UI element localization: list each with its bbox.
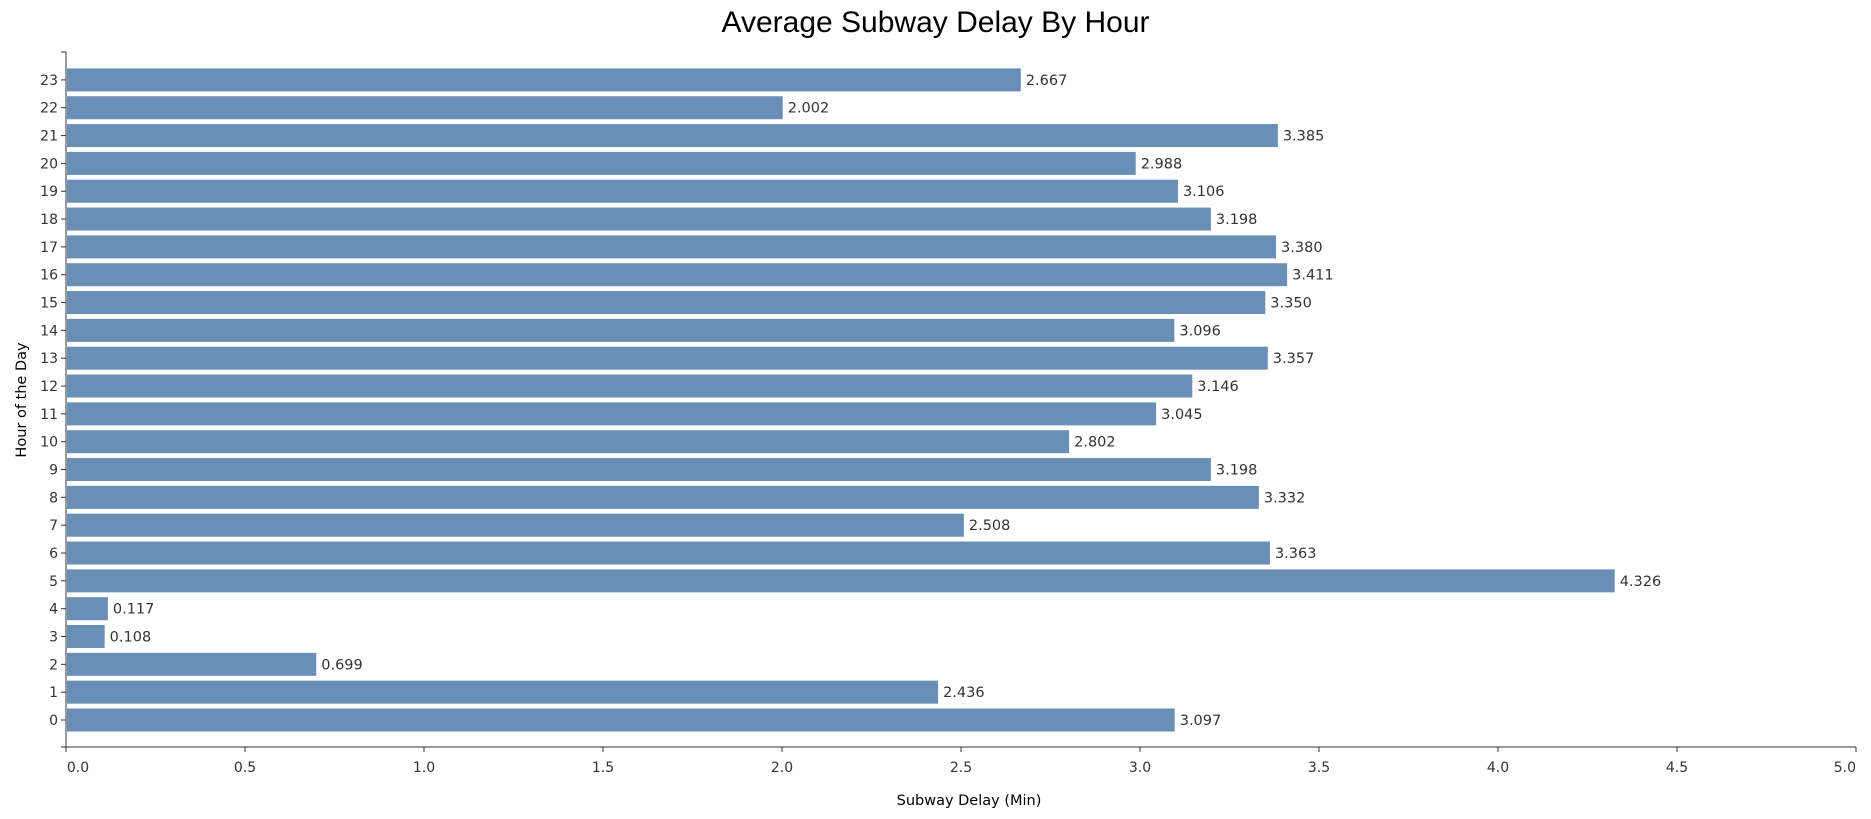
data-label-hour-1: 2.436 [943,685,985,701]
y-tick-label-5: 5 [49,574,58,590]
x-tick-label-4.5: 4.5 [1666,760,1688,776]
data-label-hour-6: 3.363 [1275,546,1317,562]
bar-hour-2 [67,652,317,676]
data-label-hour-2: 0.699 [321,657,363,673]
bar-hour-15 [67,291,1266,315]
bar-hour-23 [67,68,1021,92]
data-label-hour-17: 3.380 [1281,240,1323,256]
data-label-hour-11: 3.045 [1161,407,1203,423]
data-label-hour-15: 3.350 [1270,296,1312,312]
data-label-hour-16: 3.411 [1292,268,1334,284]
y-tick-label-16: 16 [40,268,58,284]
bar-hour-12 [67,374,1193,398]
x-tick-label-1.0: 1.0 [413,760,435,776]
y-tick-label-18: 18 [40,212,58,228]
x-tick-label-2.0: 2.0 [771,760,793,776]
y-tick-label-15: 15 [40,296,58,312]
y-tick-label-7: 7 [49,518,58,534]
y-tick-label-12: 12 [40,379,58,395]
x-tick-label-1.5: 1.5 [592,760,614,776]
data-label-hour-21: 3.385 [1283,129,1325,145]
y-tick-label-23: 23 [40,73,58,89]
data-label-hour-19: 3.106 [1183,184,1225,200]
data-labels-group: 3.097 2.436 0.699 0.108 0.117 4.326 3.363 2.508… [110,73,1662,729]
data-label-hour-5: 4.326 [1620,574,1662,590]
data-label-hour-3: 0.108 [110,630,152,646]
data-label-hour-23: 2.667 [1026,73,1068,89]
y-tick-label-19: 19 [40,184,58,200]
bar-hour-22 [67,96,783,120]
y-tick-label-21: 21 [40,129,58,145]
bar-hour-10 [67,430,1070,454]
data-label-hour-20: 2.988 [1141,156,1183,172]
y-tick-label-8: 8 [49,490,58,506]
y-tick-label-3: 3 [49,630,58,646]
bar-hour-13 [67,346,1268,370]
data-label-hour-22: 2.002 [788,101,830,117]
y-tick-label-9: 9 [49,463,58,479]
data-label-hour-12: 3.146 [1197,379,1239,395]
x-axis: 0.0 0.5 1.0 1.5 2.0 2.5 3.0 3.5 4.0 4.5 5.0 [65,746,1857,776]
x-tick-label-0.5: 0.5 [234,760,256,776]
x-axis-title: Subway Delay (Min) [897,793,1042,809]
bar-hour-9 [67,458,1211,482]
data-label-hour-9: 3.198 [1216,463,1258,479]
bar-hour-0 [67,708,1175,732]
y-tick-label-22: 22 [40,101,58,117]
data-label-hour-7: 2.508 [969,518,1011,534]
x-tick-label-2.5: 2.5 [950,760,972,776]
y-tick-label-17: 17 [40,240,58,256]
y-axis-title: Hour of the Day [14,342,30,458]
data-label-hour-13: 3.357 [1273,351,1315,367]
bar-hour-21 [67,124,1278,148]
chart-title: Average Subway Delay By Hour [721,6,1150,39]
bar-hour-11 [67,402,1157,426]
bars-group [67,68,1615,732]
y-tick-label-11: 11 [40,407,58,423]
bar-hour-7 [67,513,964,537]
bar-hour-6 [67,541,1270,565]
y-tick-label-6: 6 [49,546,58,562]
data-label-hour-4: 0.117 [113,602,155,618]
bar-hour-5 [67,569,1615,593]
data-label-hour-14: 3.096 [1179,323,1221,339]
bar-hour-1 [67,680,939,704]
bar-hour-8 [67,485,1259,509]
x-tick-label-0.0: 0.0 [67,760,89,776]
y-tick-label-10: 10 [40,435,58,451]
bar-hour-20 [67,151,1136,175]
data-label-hour-18: 3.198 [1216,212,1258,228]
x-tick-label-4.0: 4.0 [1487,760,1509,776]
bar-hour-17 [67,235,1277,259]
x-tick-label-5.0: 5.0 [1834,760,1856,776]
y-tick-label-1: 1 [49,685,58,701]
y-tick-label-4: 4 [49,602,58,618]
y-tick-label-2: 2 [49,657,58,673]
x-tick-label-3.5: 3.5 [1308,760,1330,776]
data-label-hour-10: 2.802 [1074,435,1116,451]
bar-hour-3 [67,625,105,649]
x-tick-label-3.0: 3.0 [1129,760,1151,776]
bar-hour-16 [67,263,1288,287]
data-label-hour-8: 3.332 [1264,490,1306,506]
bar-hour-14 [67,318,1175,342]
data-label-hour-0: 3.097 [1180,713,1222,729]
y-tick-label-13: 13 [40,351,58,367]
bar-hour-18 [67,207,1211,231]
y-tick-label-20: 20 [40,156,58,172]
bar-hour-4 [67,597,108,621]
y-tick-label-14: 14 [40,323,58,339]
y-tick-label-0: 0 [49,713,58,729]
bar-hour-19 [67,179,1178,203]
